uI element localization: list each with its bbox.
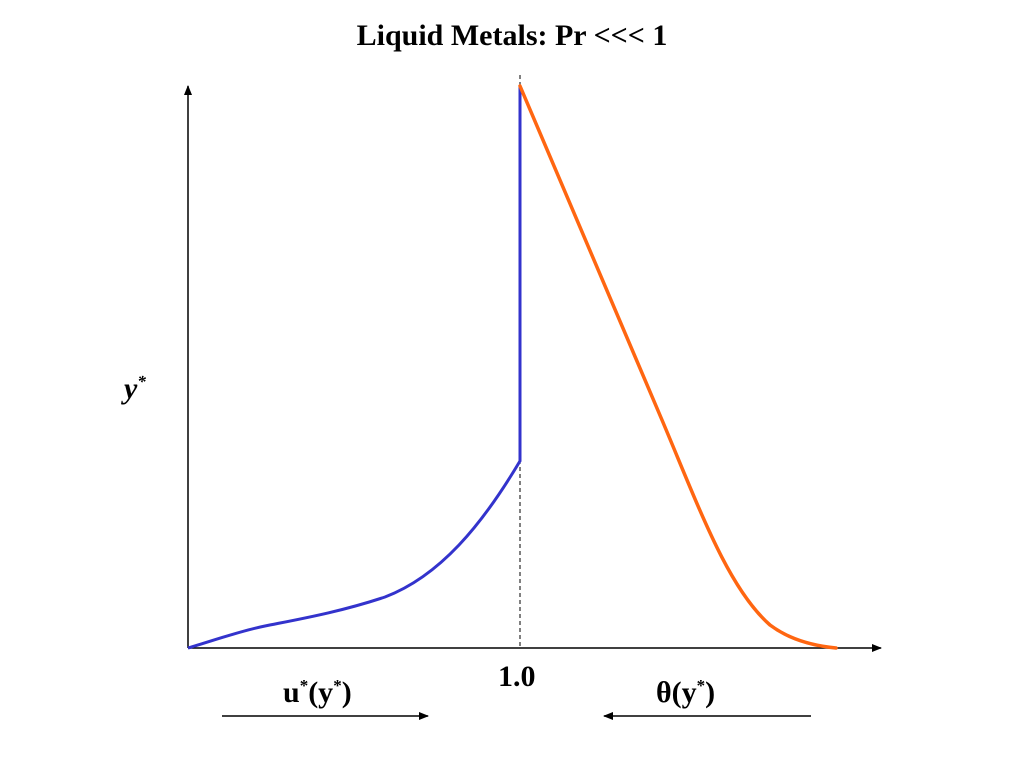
temperature-profile-curve xyxy=(518,84,838,650)
velocity-symbol: u xyxy=(283,676,300,709)
y-axis-symbol: y xyxy=(124,372,138,405)
velocity-profile-label: u*(y*) xyxy=(283,668,352,711)
temperature-symbol: θ(y xyxy=(656,676,697,709)
y-axis-superscript: * xyxy=(137,372,146,391)
velocity-argument: (y xyxy=(308,676,334,709)
x-tick-label: 1.0 xyxy=(498,660,536,693)
velocity-profile-curve xyxy=(187,86,522,650)
velocity-superscript: * xyxy=(299,676,309,695)
velocity-close-paren: ) xyxy=(341,676,352,709)
slide-title: Liquid Metals: Pr <<< 1 xyxy=(356,19,668,52)
temperature-profile-label: θ(y*) xyxy=(656,668,715,711)
temperature-superscript: * xyxy=(696,676,706,695)
velocity-argument-superscript: * xyxy=(333,676,342,695)
temperature-close-paren: ) xyxy=(705,676,716,709)
y-axis-label: y* xyxy=(124,364,146,407)
